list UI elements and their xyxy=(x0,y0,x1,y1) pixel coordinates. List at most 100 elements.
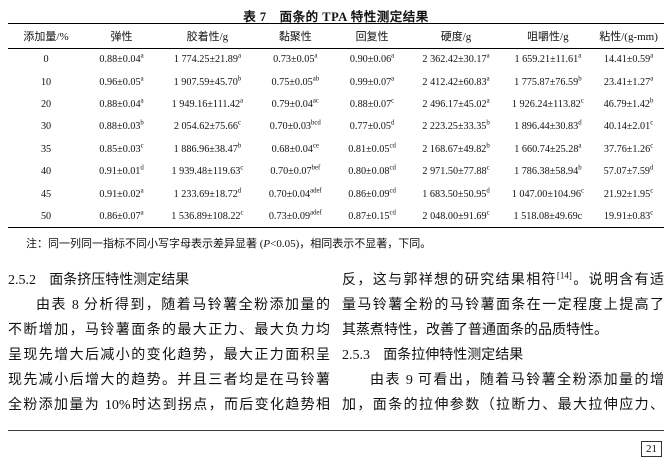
table-cell: 37.76±1.26c xyxy=(603,142,654,155)
text-line: 全粉添加量为 10%时达到拐点，而后变化趋势相 xyxy=(8,398,330,413)
table-cell: 1 047.00±104.96c xyxy=(511,187,584,200)
table-cell: 1 886.96±38.47b xyxy=(173,142,242,155)
table-cell: 0.88±0.03b xyxy=(99,119,144,133)
table-cell: 40.14±2.01c xyxy=(603,119,654,133)
table-cell: 21.92±1.95c xyxy=(603,187,654,200)
table-cell: 0.77±0.05d xyxy=(349,119,395,133)
table-footnote: 注：同一列同一指标不同小写字母表示差异显著 (P<0.05)，相同表示不显著，下… xyxy=(26,235,664,251)
table-row: 40 0.91±0.01d 1 939.48±119.63c 0.70±0.07bef… xyxy=(8,160,664,182)
footnote-prefix: 注：同一列同一指标不同小写字母表示差异显著 ( xyxy=(26,238,264,250)
table-cell: 23.41±1.27a xyxy=(603,75,654,88)
table-cell: 1 775.87±76.59b xyxy=(514,75,582,88)
table-cell: 1 659.21±11.61a xyxy=(514,53,582,66)
table-cell: 2 048.00±91.69c xyxy=(422,209,490,222)
section-number: 2.5.2 xyxy=(8,273,36,288)
table-cell: 14.41±0.59a xyxy=(603,53,654,66)
body-column-right: 反，这与郭祥想的研究结果相符[14]。说明含有适 量马铃薯全粉的马铃薯面条在一定程… xyxy=(342,268,664,418)
table-cell: 0.90±0.06a xyxy=(349,53,395,66)
table-cell: 1 683.50±50.95d xyxy=(422,187,490,200)
table-cell: 20 xyxy=(40,98,52,110)
footnote-suffix: <0.05)，相同表示不显著，下同。 xyxy=(270,238,432,250)
table-cell: 40 xyxy=(40,166,52,178)
text-line: 反，这与郭祥想的研究结果相符[14]。说明含有适 xyxy=(342,270,664,288)
column-header: 黏聚性 xyxy=(278,31,312,43)
text-line: 量马铃薯全粉的马铃薯面条在一定程度上提高了 xyxy=(342,298,664,313)
table-cell: 50 xyxy=(40,210,52,222)
page-number: 21 xyxy=(641,441,662,457)
table-title: 表 7 面条的 TPA 特性测定结果 xyxy=(243,10,429,24)
column-header: 弹性 xyxy=(110,31,133,43)
table-cell: 2 971.50±77.88c xyxy=(422,164,490,178)
text-line: 加，面条的拉伸参数（拉断力、最大拉伸应力、 xyxy=(342,398,664,413)
table-cell: 0.70±0.04adef xyxy=(268,187,322,200)
footnote-p-symbol: P xyxy=(263,238,271,250)
citation-reference: [14] xyxy=(556,270,572,281)
table-cell: 0.96±0.05a xyxy=(99,75,144,88)
table-row: 35 0.85±0.03c 1 886.96±38.47b 0.68±0.04ce 0.… xyxy=(8,138,664,160)
table-cell: 0.81±0.05cd xyxy=(348,142,396,155)
column-header: 回复性 xyxy=(355,31,389,43)
table-row: 50 0.86±0.07a 1 536.89±108.22c 0.73±0.09ade… xyxy=(8,205,664,227)
table-cell: 2 054.62±75.66c xyxy=(173,119,242,133)
column-header: 咀嚼性/g xyxy=(527,31,569,43)
table-row: 45 0.91±0.02a 1 233.69±18.72d 0.70±0.04adef… xyxy=(8,183,664,205)
table-cell: 1 786.38±58.94b xyxy=(514,164,582,178)
table-cell: 0.88±0.04a xyxy=(99,53,144,66)
table-row: 10 0.96±0.05a 1 907.59±45.70b 0.75±0.05ab 0.… xyxy=(8,71,664,93)
table-cell: 0.70±0.03bcd xyxy=(269,119,321,133)
table-cell: 2 223.25±33.35b xyxy=(422,119,490,133)
table-cell: 2 168.67±49.82b xyxy=(422,142,490,155)
table-cell: 10 xyxy=(40,76,52,88)
table-cell: 0.73±0.05a xyxy=(273,53,318,66)
text-line: 现先减小后增大的趋势。并且三者均是在马铃薯 xyxy=(8,373,330,388)
table-cell: 2 412.42±60.83a xyxy=(422,75,490,88)
table-cell: 1 536.89±108.22c xyxy=(171,209,244,222)
table-cell: 0.80±0.08cd xyxy=(348,164,396,178)
table-cell: 1 518.08±49.69c xyxy=(513,210,583,222)
table-cell: 0.73±0.09adef xyxy=(268,209,322,222)
section-number: 2.5.3 xyxy=(342,348,370,363)
table-header-row: 添加量/% 弹性 胶着性/g 黏聚性 回复性 硬度/g 咀嚼性/g 粘性/(g-mm) xyxy=(8,24,664,49)
table-cell: 0.88±0.04a xyxy=(99,97,144,110)
column-header: 粘性/(g-mm) xyxy=(599,31,658,43)
table-cell: 1 926.24±113.82c xyxy=(511,97,584,110)
table-cell: 2 496.17±45.02a xyxy=(422,97,490,110)
table-cell: 1 907.59±45.70b xyxy=(173,75,242,88)
table-cell: 1 774.25±21.89a xyxy=(173,53,242,66)
text-line: 不断增加，马铃薯面条的最大正力、最大负力均 xyxy=(8,323,330,338)
table-cell: 35 xyxy=(40,143,52,155)
table-cell: 45 xyxy=(40,188,52,200)
table-cell: 0.91±0.02a xyxy=(99,187,144,200)
table-row: 0 0.88±0.04a 1 774.25±21.89a 0.73±0.05a 0.90… xyxy=(8,49,664,71)
table-cell: 0.85±0.03c xyxy=(99,142,144,155)
table-cell: 0.86±0.07a xyxy=(99,209,144,222)
table-cell: 57.07±7.59d xyxy=(603,164,654,178)
text-line: 其蒸煮特性，改善了普通面条的品质特性。 xyxy=(342,323,608,338)
section-heading: 2.5.3 面条拉伸特性测定结果 xyxy=(342,348,524,363)
table-cell: 1 939.48±119.63c xyxy=(171,164,244,178)
table-cell: 30 xyxy=(40,121,52,133)
column-header: 硬度/g xyxy=(440,31,472,43)
table-cell: 0.68±0.04ce xyxy=(271,142,319,155)
table-cell: 0.99±0.07a xyxy=(349,75,395,88)
body-column-left: 2.5.2 面条挤压特性测定结果 由表 8 分析得到，随着马铃薯全粉添加量的 不断增加… xyxy=(8,268,330,418)
table-cell: 1 949.16±111.42a xyxy=(171,97,244,110)
table-cell: 1 233.69±18.72d xyxy=(173,187,242,200)
text-line: 由表 8 分析得到，随着马铃薯全粉添加量的 xyxy=(36,298,330,313)
table-row: 20 0.88±0.04a 1 949.16±111.42a 0.79±0.04ac 0… xyxy=(8,93,664,115)
table-cell: 0 xyxy=(43,54,49,66)
table-cell: 2 362.42±30.17a xyxy=(422,53,490,66)
column-header: 添加量/% xyxy=(23,31,69,43)
tpa-results-table: 添加量/% 弹性 胶着性/g 黏聚性 回复性 硬度/g 咀嚼性/g 粘性/(g-mm) 0 0.… xyxy=(8,23,664,229)
table-cell: 0.75±0.05ab xyxy=(271,75,320,88)
table-cell: 0.70±0.07bef xyxy=(270,164,321,178)
table-cell: 19.91±0.83c xyxy=(603,209,654,222)
footer-divider xyxy=(8,430,664,431)
table-cell: 46.79±1.42b xyxy=(603,97,654,110)
column-header: 胶着性/g xyxy=(186,31,229,43)
table-cell: 0.79±0.04ac xyxy=(271,97,319,110)
table-cell: 0.86±0.09cd xyxy=(348,187,396,200)
table-cell: 0.91±0.01d xyxy=(99,164,144,178)
table-cell: 1 896.44±30.83d xyxy=(514,119,582,133)
